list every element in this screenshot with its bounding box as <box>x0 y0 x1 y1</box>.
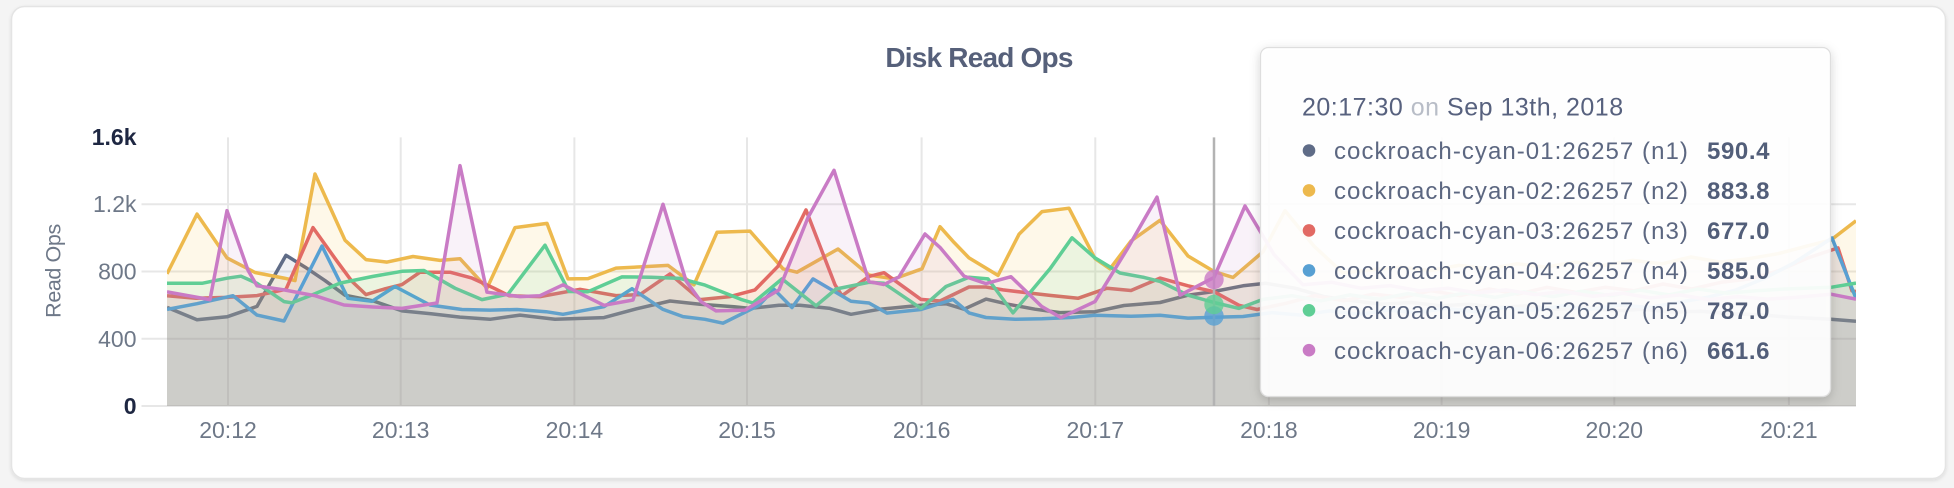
svg-text:cockroach-cyan-02:26257 (n2): cockroach-cyan-02:26257 (n2) <box>1334 178 1689 205</box>
svg-text:20:20: 20:20 <box>1586 417 1644 443</box>
svg-text:20:13: 20:13 <box>372 417 430 443</box>
svg-text:20:19: 20:19 <box>1413 417 1471 443</box>
svg-text:20:15: 20:15 <box>718 417 776 443</box>
svg-text:20:16: 20:16 <box>893 417 951 443</box>
svg-text:20:17: 20:17 <box>1067 417 1125 443</box>
svg-text:20:14: 20:14 <box>546 417 604 443</box>
svg-text:585.0: 585.0 <box>1707 258 1770 285</box>
svg-text:Disk Read Ops: Disk Read Ops <box>885 42 1072 73</box>
svg-text:20:21: 20:21 <box>1760 417 1818 443</box>
svg-text:Read Ops: Read Ops <box>42 224 66 318</box>
svg-text:1.2k: 1.2k <box>93 191 137 217</box>
svg-text:883.8: 883.8 <box>1707 178 1770 205</box>
svg-text:661.6: 661.6 <box>1707 338 1770 365</box>
svg-text:20:12: 20:12 <box>199 417 257 443</box>
svg-text:800: 800 <box>98 259 136 285</box>
svg-text:1.6k: 1.6k <box>92 124 137 150</box>
svg-text:cockroach-cyan-05:26257 (n5): cockroach-cyan-05:26257 (n5) <box>1334 298 1689 325</box>
svg-text:787.0: 787.0 <box>1707 298 1770 325</box>
svg-text:cockroach-cyan-03:26257 (n3): cockroach-cyan-03:26257 (n3) <box>1334 218 1689 245</box>
svg-text:0: 0 <box>124 393 137 419</box>
svg-text:400: 400 <box>98 326 136 352</box>
svg-text:20:17:30 on Sep 13th, 2018: 20:17:30 on Sep 13th, 2018 <box>1302 94 1624 122</box>
svg-text:cockroach-cyan-01:26257 (n1): cockroach-cyan-01:26257 (n1) <box>1334 138 1689 165</box>
svg-text:cockroach-cyan-06:26257 (n6): cockroach-cyan-06:26257 (n6) <box>1334 338 1689 365</box>
svg-text:cockroach-cyan-04:26257 (n4): cockroach-cyan-04:26257 (n4) <box>1334 258 1689 285</box>
svg-text:590.4: 590.4 <box>1707 138 1770 165</box>
svg-text:677.0: 677.0 <box>1707 218 1770 245</box>
svg-text:20:18: 20:18 <box>1240 417 1298 443</box>
